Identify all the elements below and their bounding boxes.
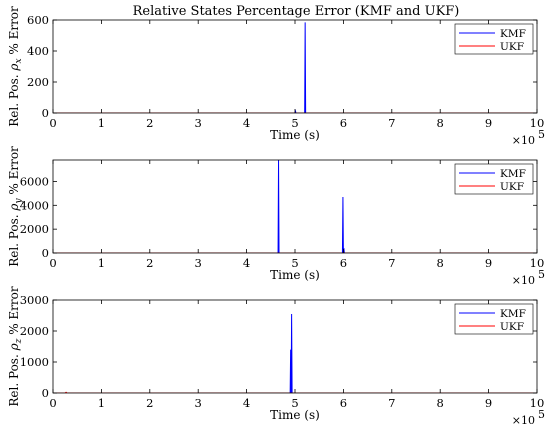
x-axis-label: Time (s) — [270, 128, 320, 142]
x-tick-label: 6 — [340, 256, 347, 270]
legend-label-kmf: KMF — [500, 168, 526, 180]
y-tick-label: 3000 — [20, 293, 49, 307]
x-tick-label: 3 — [195, 396, 202, 410]
x-tick-label: 6 — [340, 116, 347, 130]
x-tick-label: 4 — [243, 256, 250, 270]
x-tick-label: 5 — [291, 256, 298, 270]
x-tick-label: 8 — [437, 256, 444, 270]
y-tick-label: 2000 — [20, 222, 49, 236]
legend-label-kmf: KMF — [500, 308, 526, 320]
y-tick-label: 600 — [27, 13, 49, 27]
series-group — [53, 313, 537, 393]
legend-box — [454, 303, 534, 335]
y-tick-label: 1000 — [20, 355, 49, 369]
x-tick-label: 1 — [98, 256, 105, 270]
x-tick-label: 9 — [485, 396, 492, 410]
x-tick-label: 0 — [49, 256, 56, 270]
x-axis-multiplier-exponent: 5 — [538, 128, 545, 141]
y-axis-label: Rel. Pos. ρy % Error — [7, 146, 24, 267]
x-tick-label: 5 — [291, 396, 298, 410]
y-tick-label: 0 — [42, 386, 49, 400]
y-tick-label: 0 — [42, 106, 49, 120]
legend-box — [454, 163, 534, 195]
x-axis-multiplier: ×10 — [512, 274, 535, 287]
y-axis-label: Rel. Pos. ρz % Error — [7, 286, 24, 407]
series-line-kmf — [53, 159, 537, 253]
y-tick-label: 0 — [42, 246, 49, 260]
x-tick-label: 7 — [388, 396, 395, 410]
x-tick-label: 2 — [146, 116, 153, 130]
x-tick-label: 3 — [195, 116, 202, 130]
x-axis-label: Time (s) — [270, 268, 320, 282]
series-line-ukf — [53, 391, 537, 393]
legend-label-ukf: UKF — [500, 181, 524, 193]
x-tick-label: 2 — [146, 256, 153, 270]
x-tick-label: 10 — [530, 256, 545, 270]
x-tick-label: 5 — [291, 116, 298, 130]
y-tick-label: 4000 — [20, 198, 49, 212]
figure-title: Relative States Percentage Error (KMF an… — [133, 4, 460, 19]
x-axis-multiplier: ×10 — [512, 134, 535, 147]
x-tick-label: 0 — [49, 116, 56, 130]
x-tick-label: 0 — [49, 396, 56, 410]
x-tick-label: 7 — [388, 256, 395, 270]
x-tick-label: 1 — [98, 396, 105, 410]
x-tick-label: 1 — [98, 116, 105, 130]
x-tick-label: 8 — [437, 396, 444, 410]
x-tick-label: 3 — [195, 256, 202, 270]
x-tick-label: 9 — [485, 256, 492, 270]
y-tick-label: 6000 — [20, 174, 49, 188]
x-tick-label: 10 — [530, 116, 545, 130]
legend-label-ukf: UKF — [500, 321, 524, 333]
y-tick-label: 2000 — [20, 324, 49, 338]
x-tick-label: 6 — [340, 396, 347, 410]
x-tick-label: 4 — [243, 116, 250, 130]
x-axis-multiplier: ×10 — [512, 414, 535, 427]
y-axis-label: Rel. Pos. ρx % Error — [7, 6, 24, 127]
x-axis-multiplier-exponent: 5 — [538, 408, 545, 421]
legend-label-kmf: KMF — [500, 28, 526, 40]
series-group — [53, 159, 537, 253]
x-tick-label: 4 — [243, 396, 250, 410]
y-tick-label: 200 — [27, 75, 49, 89]
y-tick-label: 400 — [27, 44, 49, 58]
x-tick-label: 10 — [530, 396, 545, 410]
x-tick-label: 8 — [437, 116, 444, 130]
x-tick-label: 2 — [146, 396, 153, 410]
x-tick-label: 9 — [485, 116, 492, 130]
legend-label-ukf: UKF — [500, 41, 524, 53]
x-axis-label: Time (s) — [270, 408, 320, 422]
legend-box — [454, 23, 534, 55]
x-axis-multiplier-exponent: 5 — [538, 268, 545, 281]
x-tick-label: 7 — [388, 116, 395, 130]
